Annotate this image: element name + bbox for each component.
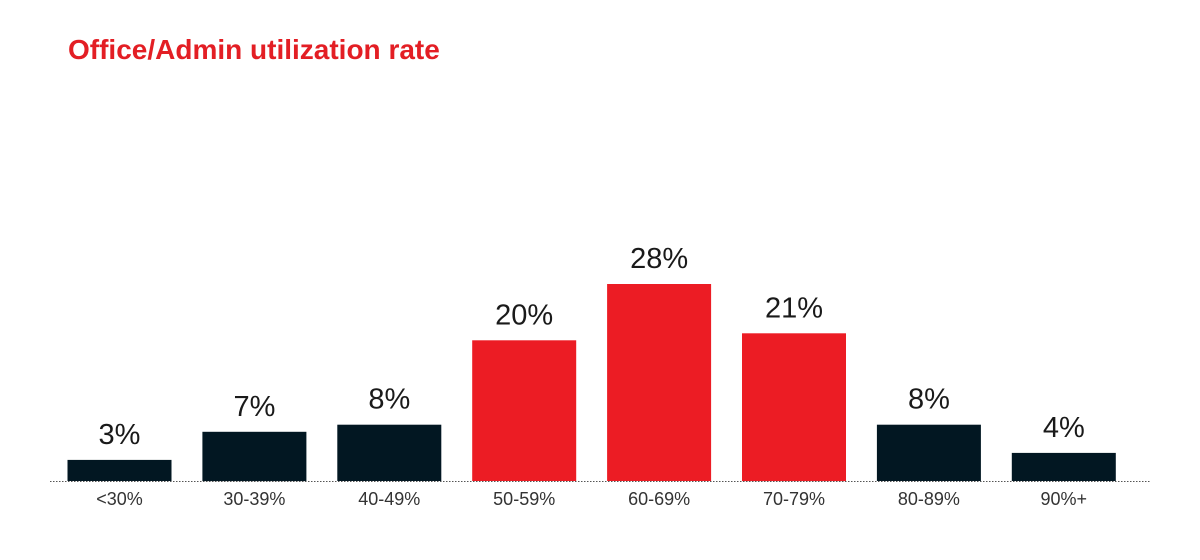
bar (1011, 452, 1116, 481)
x-tick-label: 70-79% (763, 489, 825, 509)
x-tick-label: 40-49% (358, 489, 420, 509)
bar (607, 284, 712, 481)
x-tick-label: <30% (96, 489, 143, 509)
bar-value-label: 8% (368, 384, 410, 416)
bar-value-label: 20% (495, 299, 553, 331)
bar-value-label: 3% (99, 419, 141, 451)
bar (472, 340, 577, 481)
x-tick-label: 30-39% (223, 489, 285, 509)
chart-title: Office/Admin utilization rate (68, 34, 440, 65)
bar-value-label: 7% (233, 391, 275, 423)
x-tick-label: 90%+ (1041, 489, 1088, 509)
bar-value-label: 21% (765, 292, 823, 324)
bar-value-label: 8% (908, 384, 950, 416)
bar (67, 459, 172, 481)
bars-group (67, 284, 1116, 482)
x-tick-label: 50-59% (493, 489, 555, 509)
bar-value-label: 28% (630, 243, 688, 275)
x-tick-label: 60-69% (628, 489, 690, 509)
x-tick-labels-group: <30% 30-39% 40-49% 50-59% 60-69% 70-79% 80-89%… (96, 489, 1087, 509)
bar (876, 424, 981, 481)
bar-value-label: 4% (1043, 412, 1085, 444)
bar (337, 424, 442, 481)
bar (202, 431, 307, 482)
bar (742, 333, 846, 482)
value-labels-group: 3% 7% 8% 20% 28% 21% 8% 4% (99, 243, 1085, 451)
x-tick-label: 80-89% (898, 489, 960, 509)
